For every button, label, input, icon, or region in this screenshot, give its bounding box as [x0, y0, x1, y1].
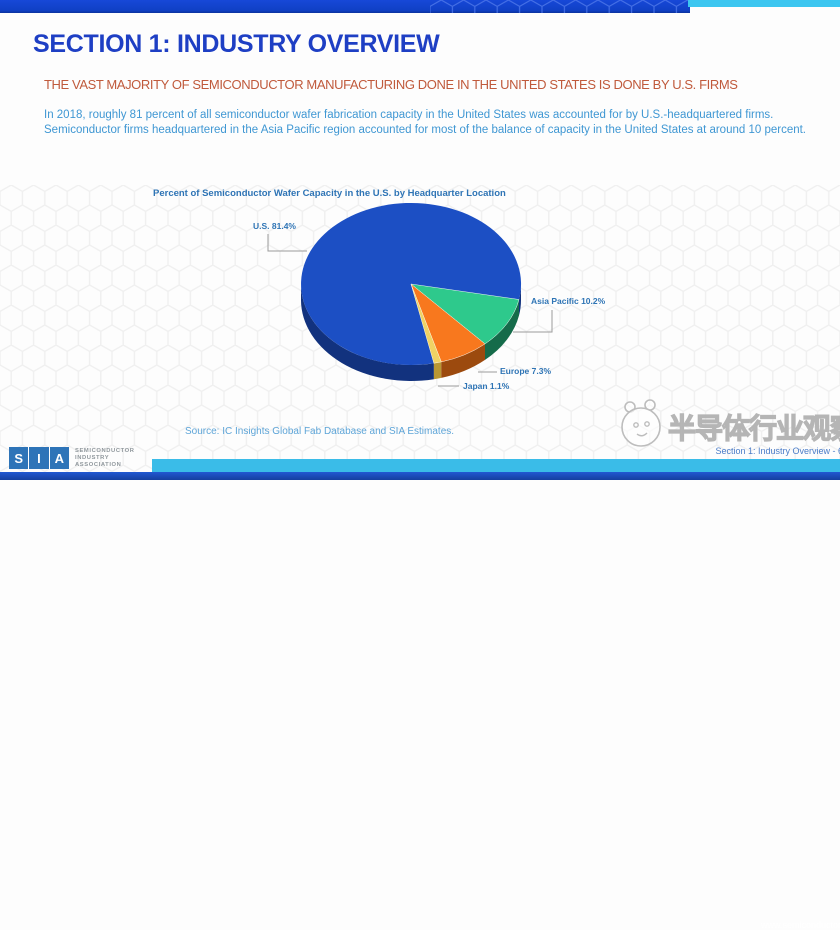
sia-logo-text-line3: ASSOCIATION: [75, 462, 122, 468]
pie-label-europe: Europe 7.3%: [500, 366, 552, 376]
slide-subtitle: THE VAST MAJORITY OF SEMICONDUCTOR MANUF…: [44, 77, 738, 92]
sia-logo-letter-i: I: [28, 447, 48, 469]
source-note: Source: IC Insights Global Fab Database …: [185, 426, 455, 437]
watermark-text: 半导体行业观察: [667, 412, 840, 444]
chart-title: Percent of Semiconductor Wafer Capacity …: [153, 188, 506, 199]
pie-label-japan: Japan 1.1%: [463, 381, 510, 391]
watermark-logo: [621, 399, 661, 447]
slide: { "slide": { "title": "SECTION 1: INDUST…: [0, 0, 840, 480]
top-bar: [0, 0, 690, 13]
sia-logo: S I A: [9, 447, 69, 469]
pie-label-us: U.S. 81.4%: [253, 221, 296, 231]
sia-logo-letter-a: A: [48, 447, 69, 469]
body-paragraph: In 2018, roughly 81 percent of all semic…: [44, 109, 806, 136]
website-url: www.semiconductors.org: [760, 920, 840, 930]
footer-cyan-bar: www.semiconductors.org: [152, 459, 840, 930]
sia-logo-letter-s: S: [14, 450, 23, 466]
pie-label-asia-pacific: Asia Pacific 10.2%: [531, 296, 606, 306]
sia-logo-text-line1: SEMICONDUCTOR: [75, 448, 135, 454]
page-title: SECTION 1: INDUSTRY OVERVIEW: [33, 30, 440, 58]
top-bar-hexagon-pattern: [430, 0, 690, 13]
page-number-label: Section 1: Industry Overview - 6: [715, 446, 840, 456]
sia-logo-text: SEMICONDUCTOR INDUSTRY ASSOCIATION: [75, 448, 135, 469]
sia-logo-text-line2: INDUSTRY: [75, 455, 110, 461]
top-accent-cyan-bar: [688, 0, 840, 7]
bottom-bar: [0, 472, 840, 480]
